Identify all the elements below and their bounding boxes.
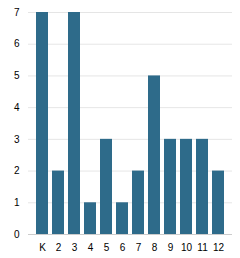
- svg-text:5: 5: [14, 70, 20, 81]
- svg-text:3: 3: [72, 242, 78, 253]
- svg-text:6: 6: [14, 38, 20, 49]
- svg-text:K: K: [39, 242, 46, 253]
- svg-text:4: 4: [88, 242, 94, 253]
- svg-text:12: 12: [213, 242, 225, 253]
- svg-text:9: 9: [168, 242, 174, 253]
- svg-text:6: 6: [120, 242, 126, 253]
- svg-text:0: 0: [14, 229, 20, 240]
- svg-text:2: 2: [56, 242, 62, 253]
- svg-text:11: 11: [197, 242, 208, 253]
- svg-text:7: 7: [14, 7, 20, 18]
- svg-text:2: 2: [14, 165, 20, 176]
- svg-text:5: 5: [104, 242, 110, 253]
- svg-text:3: 3: [14, 134, 20, 145]
- svg-text:10: 10: [181, 242, 193, 253]
- svg-text:4: 4: [14, 102, 20, 113]
- svg-text:7: 7: [136, 242, 142, 253]
- svg-text:1: 1: [14, 197, 20, 208]
- svg-text:8: 8: [152, 242, 158, 253]
